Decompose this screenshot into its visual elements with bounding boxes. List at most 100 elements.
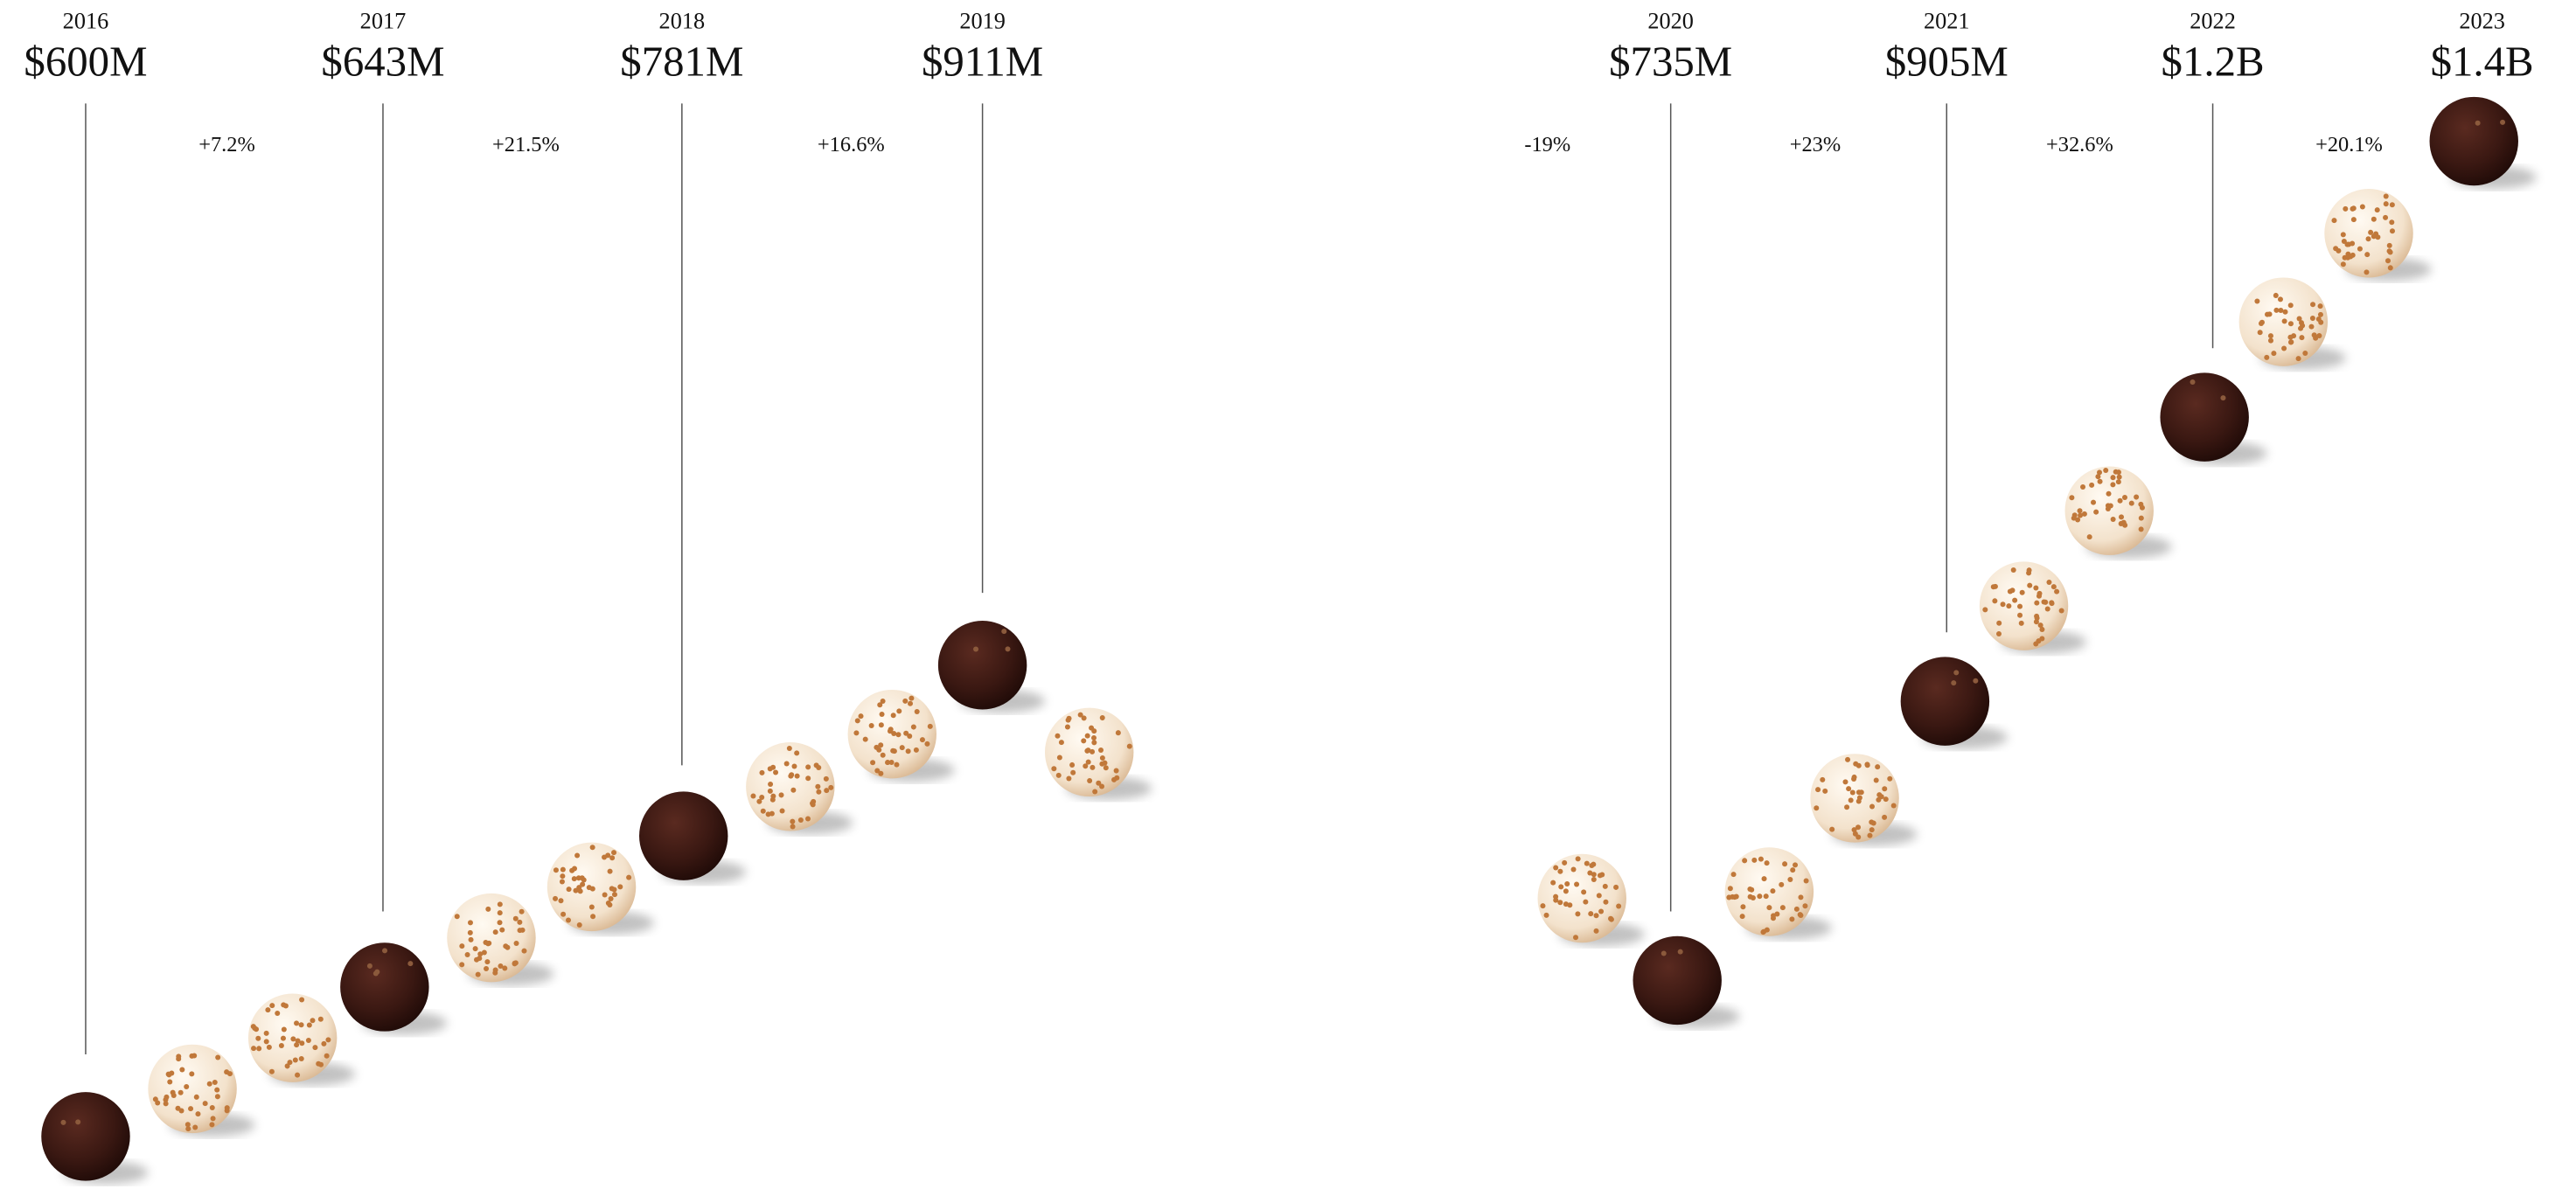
sprinkle [1115,730,1121,736]
sprinkle [2093,509,2099,515]
truffle [148,1044,255,1137]
sprinkle [1113,768,1119,774]
sprinkle [2069,495,2075,501]
sprinkle [805,764,811,770]
sprinkle [2058,608,2064,614]
sprinkle [880,699,886,705]
truffle [2429,96,2537,190]
sprinkle [2340,261,2346,268]
sprinkle [905,748,911,754]
sprinkle [2318,319,2324,325]
sprinkle [1575,856,1581,862]
sprinkle [1098,747,1104,754]
sprinkle [278,1043,284,1049]
sprinkle [298,1056,304,1062]
sprinkle [251,1046,257,1052]
sprinkle [1597,873,1603,879]
sprinkle [1066,775,1072,782]
sprinkle [759,769,765,775]
sprinkle [2054,588,2060,594]
sprinkle [164,1094,170,1100]
truffle-body [1633,935,1722,1026]
sprinkle [1742,858,1748,864]
sprinkle [914,708,920,714]
sprinkle [783,761,790,767]
sprinkle [573,887,579,893]
sprinkle [75,1119,81,1125]
sprinkle [2371,216,2377,222]
sprinkle [318,1061,324,1067]
sprinkle [2277,296,2283,302]
sprinkle [475,971,481,977]
sprinkle [2081,511,2087,517]
sprinkle [888,759,895,766]
truffle [547,842,654,935]
sprinkle [2036,590,2043,596]
sprinkle [485,906,491,912]
value-label: $600M [24,37,147,85]
truffle [447,893,554,986]
sprinkle [2331,218,2337,224]
sprinkle [786,746,792,752]
sprinkle [2271,351,2277,357]
sprinkle [1875,764,1881,770]
sprinkle [215,1054,221,1060]
sprinkle [519,908,525,914]
sprinkle [492,967,498,973]
sprinkle [1608,916,1614,922]
truffle-body [41,1092,130,1181]
sprinkle [1091,734,1097,741]
sprinkle [189,1071,195,1077]
sprinkle [2374,207,2380,213]
sprinkle [477,956,483,962]
sprinkle [1563,888,1569,894]
sprinkle [2364,252,2371,258]
sprinkle [295,1072,301,1078]
sprinkle [1990,584,1996,590]
sprinkle [560,873,566,880]
sprinkle [2475,120,2481,126]
sprinkle [366,963,372,969]
sprinkle [805,775,811,782]
sprinkle [2310,302,2316,308]
sprinkle [1953,670,1960,676]
sprinkle [407,961,414,967]
sprinkle [2311,332,2317,338]
sprinkle [2012,597,2018,603]
sprinkle [2027,582,2033,588]
sprinkle [1070,769,1076,775]
sprinkle [1846,786,1852,792]
sprinkle [292,1057,298,1063]
sprinkle [874,768,881,774]
sprinkle [2034,600,2040,606]
sprinkle [2266,311,2273,317]
sprinkle [459,962,465,968]
sprinkle [2389,219,2395,226]
sprinkle [1779,881,1785,887]
sprinkle [1581,889,1587,895]
sprinkle [184,1122,191,1128]
sprinkle [2383,193,2389,199]
sprinkle [1733,893,1739,900]
sprinkle [2113,469,2119,475]
truffle [937,621,1045,713]
sprinkle [2500,119,2506,125]
sprinkle [2389,228,2395,234]
sprinkle [1996,620,2002,626]
sprinkle [2071,512,2078,518]
sprinkle [2106,490,2112,497]
sprinkle [891,731,897,737]
change-label: +7.2% [198,133,255,156]
sprinkle [2387,265,2393,271]
sprinkle [2357,246,2363,252]
sprinkle [2044,606,2050,612]
sprinkle [179,1067,185,1073]
sprinkle [590,914,596,920]
sprinkle [2348,254,2354,260]
sprinkle [1001,629,1007,635]
sprinkle [895,732,902,738]
sprinkle [768,781,774,787]
sprinkle [512,915,519,921]
sprinkle [1758,856,1764,862]
sprinkle [2049,601,2055,607]
